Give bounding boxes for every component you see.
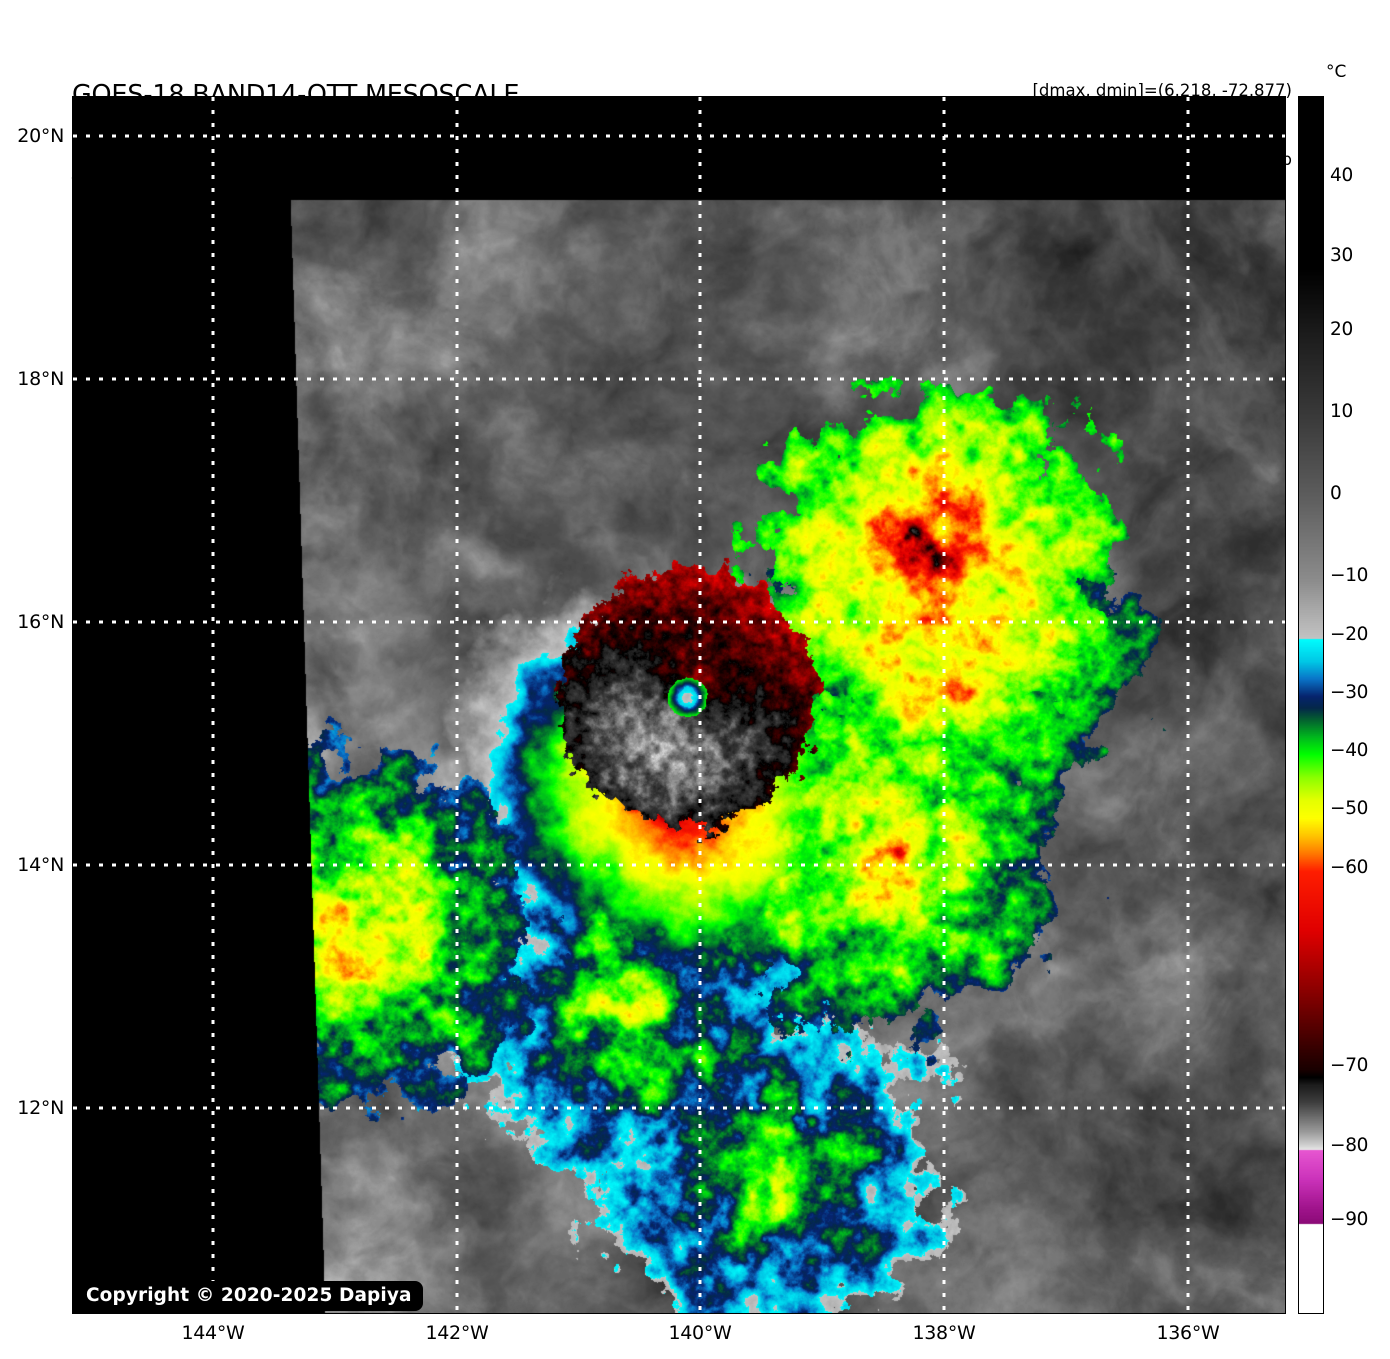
latitude-tick-16N: 16°N <box>17 611 64 633</box>
latitude-tick-20N: 20°N <box>17 125 64 147</box>
colorbar-tick--20: −20 <box>1330 624 1369 645</box>
latitude-tick-12N: 12°N <box>17 1097 64 1119</box>
longitude-tick-138W: 138°W <box>912 1322 976 1344</box>
colorbar-tick--40: −40 <box>1330 740 1369 761</box>
colorbar-tick--30: −30 <box>1330 682 1369 703</box>
colorbar-tick-30: 30 <box>1330 245 1353 266</box>
product-title: GOES-18 BAND14-OTT MESOSCALE <box>72 80 520 110</box>
longitude-tick-136W: 136°W <box>1156 1322 1220 1344</box>
colorbar-tick-0: 0 <box>1330 483 1342 504</box>
longitude-tick-144W: 144°W <box>181 1322 245 1344</box>
dmax-dmin-label: [dmax, dmin]=(6.218, -72.877) <box>1032 81 1293 100</box>
longitude-tick-142W: 142°W <box>425 1322 489 1344</box>
copyright-badge: Copyright © 2020-2025 Dapiya <box>75 1281 423 1311</box>
longitude-tick-140W: 140°W <box>668 1322 732 1344</box>
colorbar-tick--70: −70 <box>1330 1055 1369 1076</box>
satellite-map <box>72 96 1286 1314</box>
colorbar-tick-20: 20 <box>1330 319 1353 340</box>
colorbar-tick--90: −90 <box>1330 1209 1369 1230</box>
colorbar-tick--10: −10 <box>1330 565 1369 586</box>
temperature-colorbar <box>1298 96 1324 1314</box>
colorbar-tick-40: 40 <box>1330 165 1353 186</box>
colorbar-tick--80: −80 <box>1330 1135 1369 1156</box>
latitude-tick-18N: 18°N <box>17 368 64 390</box>
colorbar-tick--60: −60 <box>1330 857 1369 878</box>
latitude-tick-14N: 14°N <box>17 854 64 876</box>
infrared-satellite-imagery <box>73 97 1285 1313</box>
colorbar-gradient <box>1299 97 1323 1313</box>
colorbar-unit-label: °C <box>1326 62 1347 82</box>
colorbar-tick-10: 10 <box>1330 401 1353 422</box>
colorbar-tick--50: −50 <box>1330 798 1369 819</box>
